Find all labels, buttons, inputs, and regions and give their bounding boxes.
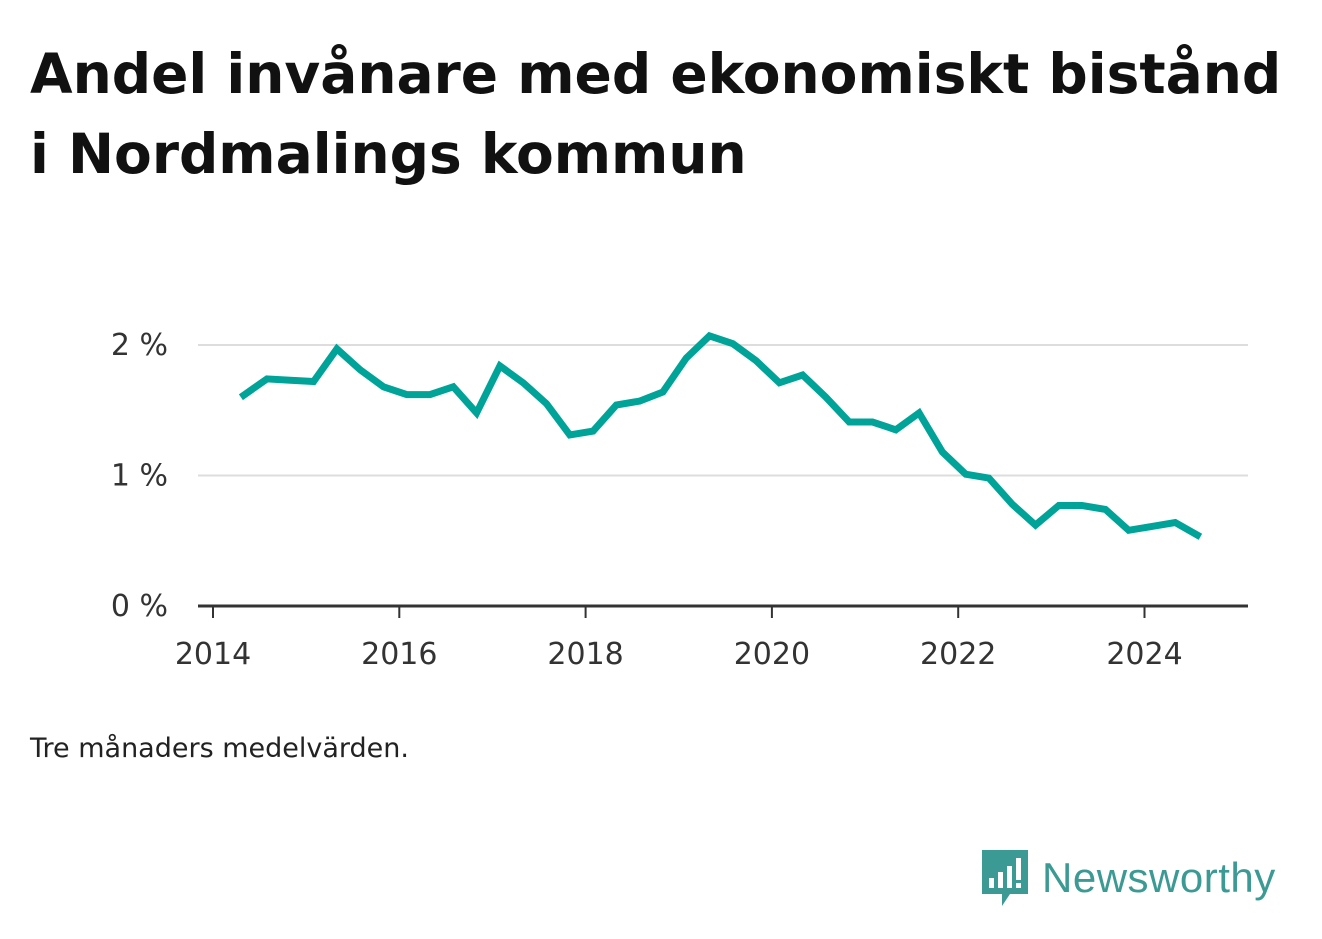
chart-note: Tre månaders medelvärden. xyxy=(30,733,409,764)
gridlines xyxy=(198,344,1248,477)
x-tick-label: 2024 xyxy=(1106,637,1182,672)
x-tick-label: 2016 xyxy=(361,637,437,672)
y-tick-label: 0 % xyxy=(111,589,168,624)
x-axis: 2014 2016 2018 2020 2022 2024 xyxy=(175,604,1248,672)
x-tick-label: 2020 xyxy=(734,637,810,672)
x-tick-label: 2014 xyxy=(175,637,251,672)
newsworthy-logo-icon xyxy=(982,850,1028,906)
x-tick-label: 2018 xyxy=(547,637,623,672)
y-axis-ticks: 0 % 1 % 2 % xyxy=(111,328,168,624)
x-tick-label: 2022 xyxy=(920,637,996,672)
chart-title: Andel invånare med ekonomiskt bistånd i … xyxy=(30,42,1282,186)
series-line-0 xyxy=(238,331,1203,540)
series-layer xyxy=(238,331,1203,540)
brand-logo: Newsworthy xyxy=(980,848,1276,908)
brand-name: Newsworthy xyxy=(1042,854,1276,901)
y-tick-label: 2 % xyxy=(111,328,168,363)
y-tick-label: 1 % xyxy=(111,459,168,494)
